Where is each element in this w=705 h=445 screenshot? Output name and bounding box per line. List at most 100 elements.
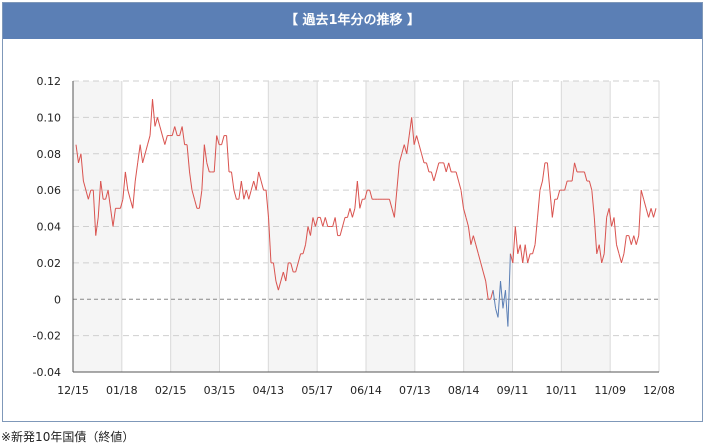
series-segment xyxy=(307,226,311,236)
series-segment xyxy=(290,262,294,273)
series-segment xyxy=(482,271,487,282)
series-segment xyxy=(465,217,469,227)
series-segment xyxy=(201,144,205,191)
series-segment xyxy=(221,135,225,145)
series-segment xyxy=(401,144,405,154)
series-segment xyxy=(421,153,425,163)
series-segment xyxy=(406,135,410,154)
series-segment xyxy=(258,171,262,182)
series-segment xyxy=(411,117,415,145)
series-segment xyxy=(295,262,299,273)
series-segment xyxy=(534,217,539,245)
series-segment xyxy=(240,180,245,200)
series-segment xyxy=(95,217,99,236)
series-segment xyxy=(282,271,287,282)
series-segment xyxy=(638,190,642,236)
series-segment xyxy=(181,126,186,145)
x-tick-label: 04/13 xyxy=(252,384,284,397)
x-tick-label: 09/11 xyxy=(497,384,529,397)
y-tick-label: 0.10 xyxy=(37,111,62,124)
series-segment xyxy=(556,189,561,200)
footnote: ※新発10年国債（終値） xyxy=(1,430,135,444)
series-segment xyxy=(591,190,595,218)
line-chart: 0.12 0.10 0.08 0.06 0.04 0.02 0 -0.02 -0.04 12/15… xyxy=(33,75,675,397)
series-segment xyxy=(524,244,529,263)
series-segment xyxy=(248,189,252,200)
series-segment xyxy=(522,244,526,263)
series-segment xyxy=(332,217,336,227)
x-tick-label: 02/15 xyxy=(155,384,187,397)
series-segment xyxy=(354,180,358,209)
series-segment xyxy=(653,208,657,218)
series-segment xyxy=(643,199,647,209)
series-segment xyxy=(620,253,625,264)
series-segment xyxy=(124,171,129,191)
series-segment xyxy=(393,190,398,218)
series-segment xyxy=(137,144,141,163)
series-segment xyxy=(618,253,622,264)
series-segment xyxy=(640,189,645,200)
series-segment xyxy=(396,162,400,191)
series-segment-negative xyxy=(492,290,497,309)
series-segment xyxy=(369,189,373,200)
series-segment xyxy=(425,162,430,173)
series-segment xyxy=(119,199,124,209)
series-segment xyxy=(144,144,149,154)
y-tick-label: 0.02 xyxy=(37,257,62,270)
series-segment xyxy=(650,208,655,218)
series-segment xyxy=(458,180,462,191)
series-segment xyxy=(139,144,144,163)
series-segment xyxy=(305,226,309,245)
series-segment xyxy=(430,171,435,182)
series-segment xyxy=(596,244,600,254)
series-segment xyxy=(191,189,195,200)
series-segment xyxy=(159,126,163,136)
series-segment xyxy=(630,235,635,245)
y-tick-label: 0.12 xyxy=(37,75,62,88)
series-segment xyxy=(648,208,652,218)
series-segment xyxy=(97,180,102,218)
series-segment xyxy=(179,126,183,136)
series-segment xyxy=(297,253,302,264)
series-segment xyxy=(142,153,146,163)
series-segment xyxy=(132,180,136,209)
series-segment xyxy=(154,117,158,127)
series-segment xyxy=(517,244,521,254)
series-segment xyxy=(275,280,279,291)
series-segment xyxy=(445,162,450,173)
series-segment xyxy=(277,280,282,291)
series-segment xyxy=(551,199,556,218)
series-segment xyxy=(408,117,413,136)
x-tick-label: 12/08 xyxy=(643,384,675,397)
series-segment xyxy=(611,217,615,227)
x-tick-label: 11/09 xyxy=(594,384,626,397)
x-tick-label: 08/14 xyxy=(448,384,480,397)
series-segment xyxy=(470,235,474,245)
series-segment xyxy=(574,162,578,173)
series-segment-negative xyxy=(504,290,509,327)
series-segment xyxy=(334,217,339,236)
series-segment xyxy=(351,208,356,218)
series-segment xyxy=(490,290,494,300)
series-segment xyxy=(628,235,632,245)
series-segment xyxy=(156,117,161,127)
series-segment xyxy=(645,208,650,218)
series-segment xyxy=(467,226,472,245)
series-segment xyxy=(122,171,126,200)
y-tick-label: 0.04 xyxy=(37,221,62,234)
series-segment xyxy=(608,208,613,227)
series-segment xyxy=(107,190,112,209)
series-segment-negative xyxy=(507,253,511,327)
series-segment xyxy=(319,217,324,227)
series-segment xyxy=(127,189,131,200)
series-segment xyxy=(203,144,208,163)
series-segment xyxy=(583,171,588,182)
series-segment xyxy=(322,217,326,227)
series-segment xyxy=(213,135,218,172)
series-segment xyxy=(549,190,553,218)
series-segment xyxy=(477,253,482,264)
series-segment xyxy=(391,208,395,218)
series-segment xyxy=(475,244,479,254)
x-tick-label: 12/15 xyxy=(57,384,89,397)
series-segment xyxy=(314,217,319,227)
